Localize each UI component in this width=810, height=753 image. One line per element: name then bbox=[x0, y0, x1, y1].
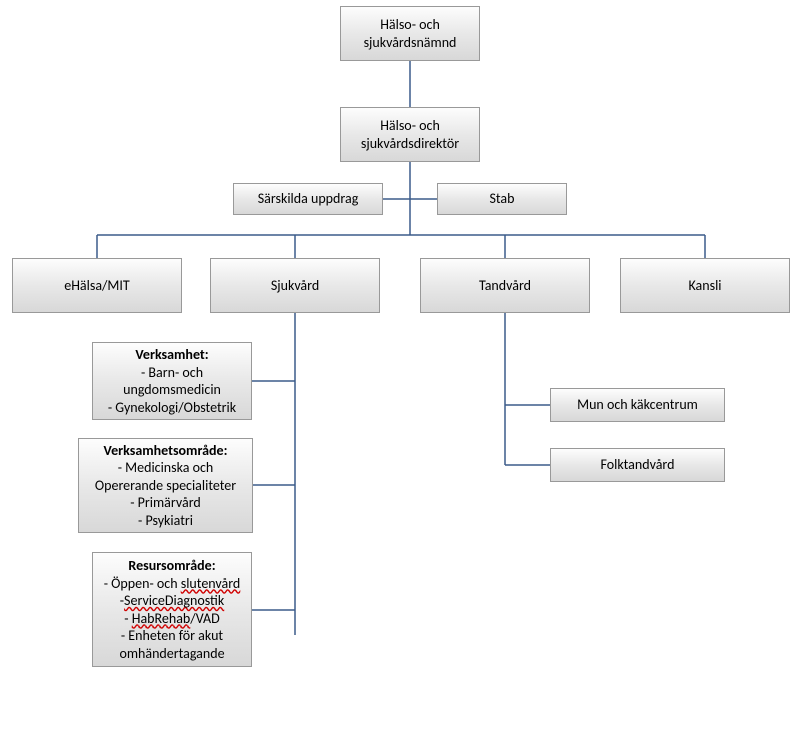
node-sjukvard: Sjukvård bbox=[210, 258, 380, 313]
node-line: Opererande specialiteter bbox=[95, 477, 236, 495]
node-mun-kakcentrum: Mun och käkcentrum bbox=[550, 388, 725, 422]
node-folktandvard: Folktandvård bbox=[550, 448, 725, 482]
node-direktor: Hälso- och sjukvårdsdirektör bbox=[340, 107, 480, 162]
node-ehalsa: eHälsa/MIT bbox=[12, 258, 182, 313]
node-tandvard: Tandvård bbox=[420, 258, 590, 313]
node-kansli: Kansli bbox=[620, 258, 790, 313]
node-line: - Medicinska och bbox=[118, 459, 214, 477]
node-text: Folktandvård bbox=[601, 456, 675, 474]
node-text: Hälso- och bbox=[380, 16, 440, 34]
node-title: Resursområde: bbox=[128, 557, 215, 575]
node-text: Kansli bbox=[688, 277, 721, 295]
node-title: Verksamhetsområde: bbox=[104, 442, 228, 460]
node-line: - Öppen- och slutenvård bbox=[104, 575, 241, 593]
node-text: Hälso- och bbox=[380, 117, 440, 135]
node-line: - Gynekologi/Obstetrik bbox=[108, 399, 236, 417]
node-text: sjukvårdsnämnd bbox=[364, 34, 457, 52]
node-line: - Enheten för akut bbox=[121, 627, 223, 645]
node-text: Tandvård bbox=[479, 277, 531, 295]
node-halsonamnd: Hälso- och sjukvårdsnämnd bbox=[340, 6, 480, 61]
node-sarskilda-uppdrag: Särskilda uppdrag bbox=[233, 183, 383, 215]
node-resursomrade: Resursområde: - Öppen- och slutenvård -S… bbox=[92, 552, 252, 667]
node-line: - Barn- och bbox=[141, 364, 203, 382]
node-text: sjukvårdsdirektör bbox=[361, 135, 459, 153]
node-line: - Primärvård bbox=[130, 494, 201, 512]
node-line: -ServiceDiagnostik bbox=[120, 592, 224, 610]
node-stab: Stab bbox=[437, 183, 567, 215]
node-line: - HabRehab/VAD bbox=[124, 610, 219, 628]
node-text: eHälsa/MIT bbox=[64, 277, 130, 295]
node-text: Sjukvård bbox=[271, 277, 319, 295]
node-text: Särskilda uppdrag bbox=[258, 190, 359, 208]
node-verksamhetsomrade: Verksamhetsområde: - Medicinska och Oper… bbox=[78, 438, 253, 533]
node-text: Stab bbox=[489, 190, 514, 208]
node-verksamhet: Verksamhet: - Barn- och ungdomsmedicin -… bbox=[92, 342, 252, 420]
node-text: Mun och käkcentrum bbox=[577, 396, 698, 414]
node-line: ungdomsmedicin bbox=[123, 381, 221, 399]
node-line: - Psykiatri bbox=[138, 512, 193, 530]
node-title: Verksamhet: bbox=[135, 346, 208, 364]
node-line: omhändertagande bbox=[119, 645, 224, 663]
